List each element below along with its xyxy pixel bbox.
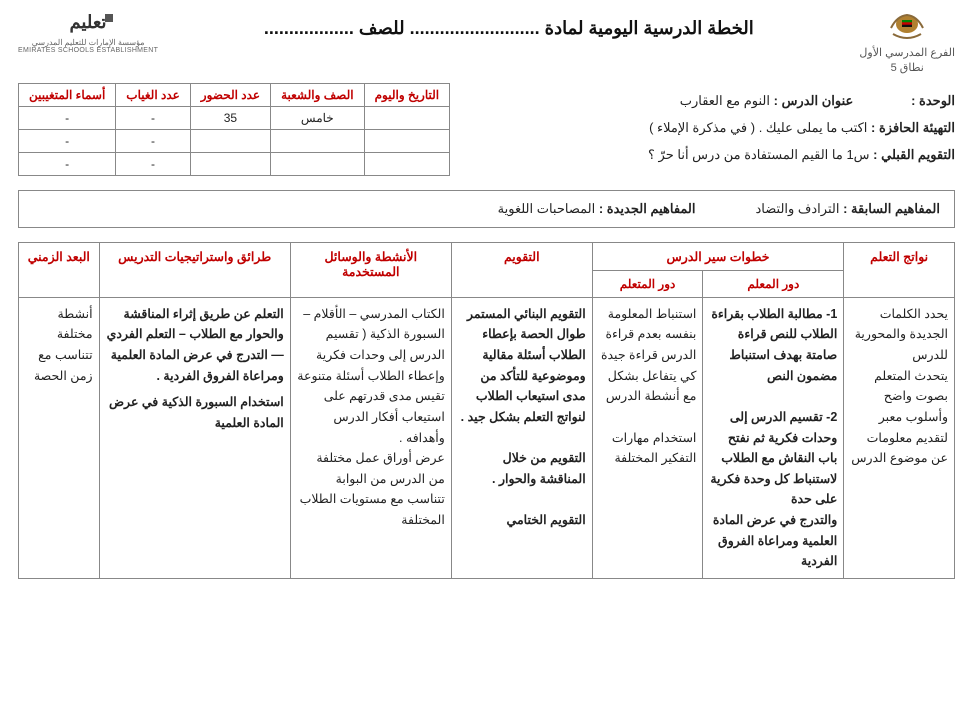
cell-absentees: -: [19, 152, 116, 175]
hdr-teacher: دور المعلم: [703, 270, 844, 297]
cell-time: أنشطة مختلفة تتناسب مع زمن الحصة: [19, 297, 100, 578]
title-dots2: ..................: [264, 18, 354, 38]
cell-present: 35: [190, 106, 270, 129]
new-concepts: المفاهيم الجديدة : المصاحبات اللغوية: [498, 201, 696, 217]
cell-present: [190, 129, 270, 152]
cell-outcomes: يحدد الكلمات الجديدة والمحورية للدرسيتحد…: [844, 297, 955, 578]
hdr-absent: عدد الغياب: [116, 83, 191, 106]
branch-line2: نطاق 5: [859, 61, 955, 76]
cell-assessment: التقويم البنائي المستمر طوال الحصة بإعطا…: [451, 297, 592, 578]
cell-date: [364, 152, 450, 175]
strategies-p1: التعلم عن طريق إثراء المناقشة والحوار مع…: [106, 304, 284, 387]
title-prefix: الخطة الدرسية اليومية لمادة: [545, 18, 754, 38]
page-title: الخطة الدرسية اليومية لمادة ............…: [158, 18, 859, 39]
ese-caption-en: EMIRATES SCHOOLS ESTABLISHMENT: [18, 47, 158, 54]
uae-emblem-block: الفرع المدرسي الأول نطاق 5: [859, 10, 955, 77]
branch-line1: الفرع المدرسي الأول: [859, 46, 955, 61]
cell-absentees: -: [19, 129, 116, 152]
hdr-class: الصف والشعبة: [271, 83, 365, 106]
svg-text:تعليم: تعليم: [70, 12, 107, 33]
hdr-absentees: أسماء المتغيبين: [19, 83, 116, 106]
new-concepts-value: المصاحبات اللغوية: [498, 201, 596, 216]
cell-class: [271, 152, 365, 175]
uae-emblem-icon: [885, 10, 929, 44]
attendance-header-row: التاريخ واليوم الصف والشعبة عدد الحضور ع…: [19, 83, 450, 106]
lesson-value: النوم مع العقارب: [680, 93, 770, 108]
lesson-label: عنوان الدرس :: [774, 93, 854, 108]
cell-activities: الكتاب المدرسي – الأقلام – السبورة الذكي…: [290, 297, 451, 578]
preassess-value: س1 ما القيم المستفادة من درس أنا حرّ ؟: [648, 147, 870, 162]
cell-date: [364, 129, 450, 152]
hdr-time: البعد الزمني: [19, 242, 100, 297]
cell-absentees: -: [19, 106, 116, 129]
cell-class: خامس: [271, 106, 365, 129]
lesson-info: الوحدة : عنوان الدرس : النوم مع العقارب …: [468, 83, 955, 173]
upper-row: الوحدة : عنوان الدرس : النوم مع العقارب …: [18, 83, 955, 176]
warmup-label: التهيئة الحافزة :: [871, 120, 955, 135]
hdr-activities: الأنشطة والوسائل المستخدمة: [290, 242, 451, 297]
main-header-row-1: نواتج التعلم خطوات سير الدرس التقويم الأ…: [19, 242, 955, 270]
hdr-strategies: طرائق واستراتيجيات التدريس: [99, 242, 290, 297]
prev-concepts: المفاهيم السابقة : الترادف والتضاد: [756, 201, 941, 217]
cell-absent: -: [116, 106, 191, 129]
hdr-present: عدد الحضور: [190, 83, 270, 106]
lesson-plan-table: نواتج التعلم خطوات سير الدرس التقويم الأ…: [18, 242, 955, 579]
title-mid: للصف: [359, 18, 405, 38]
hdr-assessment: التقويم: [451, 242, 592, 297]
cell-absent: -: [116, 129, 191, 152]
preassess-line: التقويم القبلي : س1 ما القيم المستفادة م…: [468, 141, 955, 168]
cell-strategies: التعلم عن طريق إثراء المناقشة والحوار مع…: [99, 297, 290, 578]
cell-learner: استنباط المعلومة بنفسه بعدم قراءة الدرس …: [592, 297, 703, 578]
ese-logo-icon: تعليم: [58, 10, 118, 38]
page-title-block: الخطة الدرسية اليومية لمادة ............…: [158, 10, 859, 39]
table-row: - -: [19, 129, 450, 152]
cell-date: [364, 106, 450, 129]
branch-text: الفرع المدرسي الأول نطاق 5: [859, 46, 955, 77]
unit-line: الوحدة : عنوان الدرس : النوم مع العقارب: [468, 87, 955, 114]
prev-concepts-value: الترادف والتضاد: [756, 201, 840, 216]
strategies-p2: استخدام السبورة الذكية في عرض المادة الع…: [106, 392, 284, 433]
warmup-line: التهيئة الحافزة : اكتب ما يملى عليك . ( …: [468, 114, 955, 141]
hdr-learner: دور المتعلم: [592, 270, 703, 297]
hdr-steps: خطوات سير الدرس: [592, 242, 844, 270]
concepts-box: المفاهيم السابقة : الترادف والتضاد المفا…: [18, 190, 955, 228]
main-body-row: يحدد الكلمات الجديدة والمحورية للدرسيتحد…: [19, 297, 955, 578]
hdr-date: التاريخ واليوم: [364, 83, 450, 106]
cell-class: [271, 129, 365, 152]
cell-present: [190, 152, 270, 175]
hdr-outcomes: نواتج التعلم: [844, 242, 955, 297]
cell-teacher: 1- مطالبة الطلاب بقراءة الطلاب للنص قراء…: [703, 297, 844, 578]
cell-absent: -: [116, 152, 191, 175]
prev-concepts-label: المفاهيم السابقة :: [843, 201, 940, 216]
ese-logo-block: تعليم مؤسسة الإمارات للتعليم المدرسي EMI…: [18, 10, 158, 54]
ese-caption-ar: مؤسسة الإمارات للتعليم المدرسي: [32, 38, 145, 47]
preassess-label: التقويم القبلي :: [873, 147, 955, 162]
unit-label: الوحدة :: [911, 93, 955, 108]
warmup-value: اكتب ما يملى عليك . ( في مذكرة الإملاء ): [649, 120, 867, 135]
attendance-table: التاريخ واليوم الصف والشعبة عدد الحضور ع…: [18, 83, 450, 176]
top-bar: الفرع المدرسي الأول نطاق 5 الخطة الدرسية…: [18, 10, 955, 77]
table-row: - -: [19, 152, 450, 175]
table-row: خامس 35 - -: [19, 106, 450, 129]
title-dots1: ..........................: [410, 18, 540, 38]
new-concepts-label: المفاهيم الجديدة :: [599, 201, 696, 216]
